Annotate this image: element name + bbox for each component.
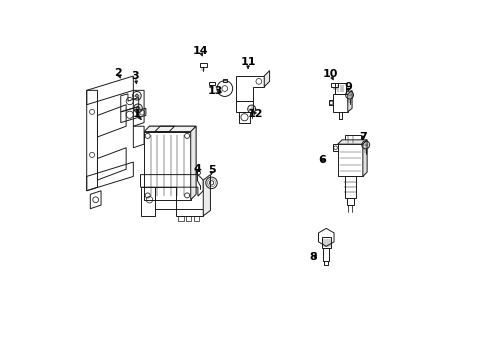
Polygon shape <box>144 126 196 132</box>
Polygon shape <box>347 90 351 112</box>
Polygon shape <box>337 140 366 144</box>
Polygon shape <box>337 144 362 176</box>
Text: 11: 11 <box>240 57 255 67</box>
Text: 9: 9 <box>344 82 352 92</box>
Text: 10: 10 <box>322 69 338 79</box>
Text: 14: 14 <box>193 46 208 56</box>
Text: 4: 4 <box>193 164 201 174</box>
Text: 5: 5 <box>207 165 215 175</box>
Polygon shape <box>144 132 190 200</box>
Text: 13: 13 <box>208 86 223 96</box>
Text: 3: 3 <box>131 71 139 81</box>
Polygon shape <box>264 71 269 87</box>
Text: 12: 12 <box>247 109 263 119</box>
Text: 2: 2 <box>114 68 122 78</box>
Polygon shape <box>190 126 196 200</box>
Text: 7: 7 <box>358 132 366 142</box>
Polygon shape <box>149 126 196 194</box>
Polygon shape <box>203 175 210 216</box>
Text: 1: 1 <box>133 109 141 119</box>
Text: 8: 8 <box>309 252 317 262</box>
Text: 6: 6 <box>317 155 325 165</box>
Polygon shape <box>362 140 366 176</box>
Polygon shape <box>333 94 347 112</box>
